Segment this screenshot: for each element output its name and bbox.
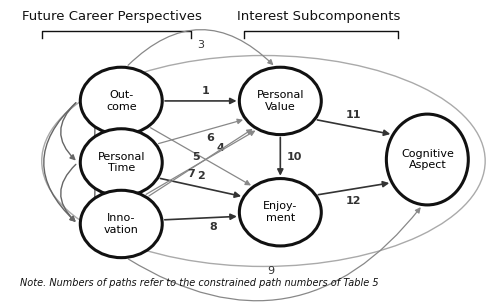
Text: Inno-
vation: Inno- vation: [104, 213, 138, 235]
Text: 10: 10: [287, 152, 302, 161]
Text: Future Career Perspectives: Future Career Perspectives: [22, 10, 202, 23]
Text: Cognitive
Aspect: Cognitive Aspect: [401, 149, 454, 170]
Text: 11: 11: [346, 110, 362, 120]
Text: Personal
Time: Personal Time: [98, 152, 145, 173]
Text: 7: 7: [188, 169, 195, 179]
Text: Enjoy-
ment: Enjoy- ment: [263, 201, 298, 223]
Text: Personal
Value: Personal Value: [256, 90, 304, 112]
Text: 5: 5: [192, 152, 200, 161]
Text: 4: 4: [216, 143, 224, 153]
Text: Note. Numbers of paths refer to the constrained path numbers of Table 5: Note. Numbers of paths refer to the cons…: [20, 278, 378, 288]
Text: 9: 9: [267, 266, 274, 276]
Ellipse shape: [240, 67, 322, 135]
Text: 8: 8: [209, 222, 216, 232]
Text: 3: 3: [198, 40, 204, 50]
Text: 6: 6: [206, 132, 214, 142]
Ellipse shape: [80, 190, 162, 258]
Ellipse shape: [80, 129, 162, 196]
Ellipse shape: [386, 114, 468, 205]
Ellipse shape: [240, 178, 322, 246]
Text: Out-
come: Out- come: [106, 90, 136, 112]
Text: Interest Subcomponents: Interest Subcomponents: [237, 10, 400, 23]
Text: 1: 1: [202, 86, 209, 96]
Text: 12: 12: [346, 195, 362, 205]
Text: 2: 2: [197, 171, 204, 181]
Ellipse shape: [80, 67, 162, 135]
